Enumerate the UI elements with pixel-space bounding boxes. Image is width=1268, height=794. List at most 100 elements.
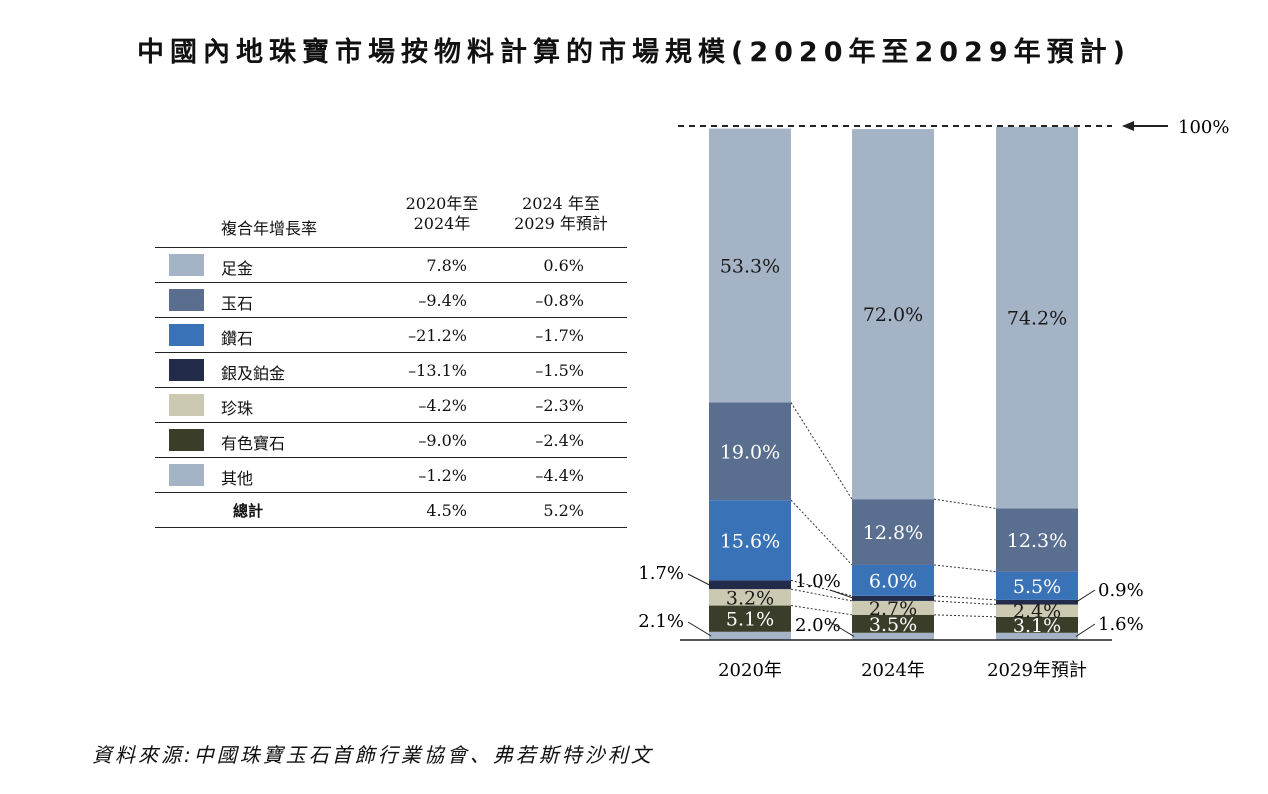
bar-segment [852, 499, 934, 565]
callout-line [829, 589, 855, 599]
cagr-table-header: 複合年增長率 2020年至 2024年 2024 年至 2029 年預計 [155, 190, 627, 248]
callout-label: 0.9% [1098, 580, 1144, 601]
cagr-row-v2: –2.3% [535, 396, 584, 415]
connector-line [933, 614, 997, 618]
reference-label: 100% [1178, 117, 1229, 138]
callout-label: 2.1% [638, 611, 684, 632]
callout-label: 1.7% [638, 563, 684, 584]
cagr-row-v1: 7.8% [426, 256, 467, 275]
connector-line [790, 605, 853, 616]
cagr-row-v2: –0.8% [535, 291, 584, 310]
legend-swatch [169, 254, 204, 276]
cagr-col2-header: 2024 年至 2029 年預計 [514, 194, 608, 233]
cagr-row: 玉石 –9.4% –0.8% [155, 283, 627, 318]
chart-title: 中國內地珠寶市場按物料計算的市場規模(2020年至2029年預計) [137, 37, 1131, 68]
callout-label: 1.6% [1098, 614, 1144, 635]
connector-line [790, 579, 853, 597]
cagr-row-v2: –1.5% [535, 361, 584, 380]
bar-segment [996, 571, 1078, 600]
data-label: 3.2% [726, 587, 774, 609]
bar-segment [709, 128, 791, 403]
x-tick-label: 2020年 [718, 660, 782, 681]
cagr-total-v2: 5.2% [543, 501, 584, 520]
bar-segment [996, 599, 1078, 605]
data-label: 72.0% [863, 304, 923, 326]
data-label: 5.5% [1013, 576, 1061, 598]
callout-line [1075, 589, 1096, 603]
callout-line [829, 621, 855, 637]
bar-segment [852, 129, 934, 500]
bar-segment [709, 402, 791, 501]
data-label: 2.4% [1013, 601, 1061, 623]
data-label: 12.3% [1007, 530, 1067, 552]
x-tick-label: 2024年 [861, 660, 925, 681]
cagr-row-name: 有色寶石 [221, 434, 286, 453]
connector-line [933, 600, 997, 606]
legend-swatch [169, 324, 204, 346]
callout-label: 1.0% [795, 571, 841, 592]
data-label: 2.7% [869, 598, 917, 620]
bar-segment [996, 616, 1078, 633]
connector-line [933, 498, 997, 509]
data-label: 3.5% [869, 614, 917, 636]
bar-segment [852, 564, 934, 596]
data-label: 12.8% [863, 522, 923, 544]
cagr-row-v1: –21.2% [408, 326, 467, 345]
bar-segment [709, 580, 791, 590]
callout-line [687, 573, 712, 587]
cagr-row-name: 鑽石 [221, 329, 254, 348]
connector-line [790, 499, 853, 566]
cagr-row-name: 玉石 [221, 294, 254, 313]
source-note: 資料來源:中國珠寶玉石首飾行業協會、弗若斯特沙利文 [92, 743, 654, 767]
cagr-row: 鑽石 –21.2% –1.7% [155, 318, 627, 353]
cagr-row-name: 珍珠 [221, 399, 254, 418]
stacked-bar-chart: 5.1%3.2% 15.6% 19.0% 53.3% 3.5%2.7% 6.0% 12.8%… [638, 117, 1229, 681]
cagr-row-v1: –4.2% [418, 396, 467, 415]
cagr-row-name: 足金 [221, 259, 254, 278]
bar-segment [709, 605, 791, 632]
callout-line [1075, 623, 1096, 637]
legend-swatch [169, 464, 204, 486]
bar-segment [709, 589, 791, 606]
data-label: 5.1% [726, 609, 774, 631]
cagr-header-label: 複合年增長率 [221, 219, 318, 238]
cagr-row-name: 其他 [221, 469, 254, 488]
data-label: 6.0% [869, 570, 917, 592]
bar-segment [996, 632, 1078, 640]
cagr-row: 銀及鉑金 –13.1% –1.5% [155, 353, 627, 388]
connector-line [790, 402, 853, 500]
bar-segment [996, 508, 1078, 572]
legend-swatch [169, 289, 204, 311]
cagr-table: 複合年增長率 2020年至 2024年 2024 年至 2029 年預計 足金 7… [155, 190, 627, 528]
cagr-row-v1: –13.1% [408, 361, 467, 380]
data-label: 74.2% [1007, 308, 1067, 330]
cagr-col1-header: 2020年至 2024年 [405, 194, 479, 233]
cagr-total-row: 總計 4.5% 5.2% [155, 493, 627, 528]
bar-segment [709, 631, 791, 640]
connector-line [933, 564, 997, 573]
bar-segment [709, 500, 791, 581]
data-label: 3.1% [1013, 615, 1061, 637]
data-label: 53.3% [720, 256, 780, 278]
bar-segment [852, 595, 934, 601]
bar-segment [852, 614, 934, 633]
cagr-total-label: 總計 [233, 502, 264, 520]
cagr-row-name: 銀及鉑金 [221, 364, 286, 383]
callout-line [687, 621, 712, 637]
cagr-row: 有色寶石 –9.0% –2.4% [155, 423, 627, 458]
cagr-row-v1: –1.2% [418, 466, 467, 485]
cagr-row-v2: –2.4% [535, 431, 584, 450]
cagr-row-v2: –1.7% [535, 326, 584, 345]
cagr-row: 足金 7.8% 0.6% [155, 248, 627, 283]
cagr-row-v1: –9.0% [418, 431, 467, 450]
cagr-row: 其他 –1.2% –4.4% [155, 458, 627, 493]
legend-swatch [169, 359, 204, 381]
legend-swatch [169, 429, 204, 451]
connector-line [933, 595, 997, 601]
reference-arrow-head [1122, 121, 1134, 131]
callout-label: 2.0% [795, 615, 841, 636]
bar-segment [852, 632, 934, 640]
x-tick-label: 2029年預計 [987, 660, 1087, 681]
cagr-row-v2: 0.6% [543, 256, 584, 275]
data-label: 15.6% [720, 530, 780, 552]
